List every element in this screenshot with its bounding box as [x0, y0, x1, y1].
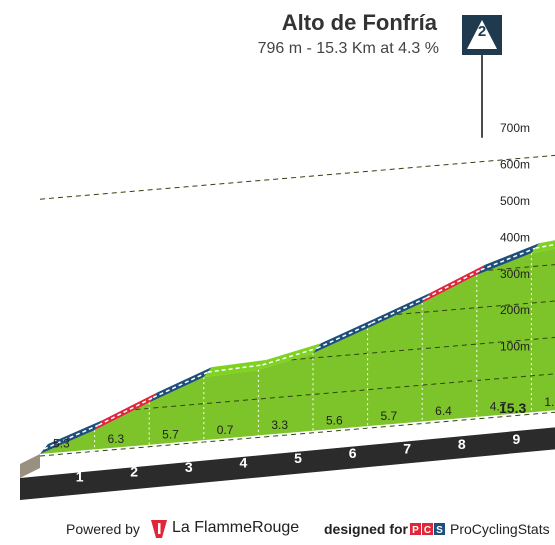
segment-centerline	[535, 243, 555, 249]
segment-centerline	[371, 297, 427, 324]
elevation-profile-chart: 100m 200m 300m 400m 500m 600m 700m 15.3 1 2 3 4 5 6 7 8…	[20, 55, 555, 500]
flamme-rouge-logo-icon	[151, 520, 167, 538]
profile-side-wall	[20, 454, 40, 500]
segment-centerline	[98, 396, 154, 426]
segment-centerline	[152, 371, 209, 399]
gradient-data-label: 5.7	[162, 427, 179, 441]
x-tick-label: 3	[185, 459, 193, 475]
segment-centerline	[43, 424, 99, 450]
base-gridline	[39, 411, 555, 457]
flamme-rouge-name: La FlammeRouge	[172, 519, 300, 536]
triangle-icon	[467, 20, 497, 49]
svg-text:S: S	[436, 525, 443, 535]
svg-text:P: P	[412, 525, 419, 535]
procyclingstats-name: ProCyclingStats	[450, 521, 550, 537]
x-tick-label: 9	[513, 431, 521, 447]
segment-centerline	[207, 364, 263, 373]
footer: Powered by La FlammeRouge designed for P…	[0, 515, 555, 543]
profile-area	[40, 248, 555, 454]
gradient-data-label: 0.7	[217, 423, 234, 437]
profile-base-band	[20, 427, 555, 500]
y-tick-label: 700m	[500, 121, 530, 135]
y-tick-label: 300m	[500, 267, 530, 281]
x-tick-label: 1	[76, 468, 84, 484]
segment-centerline	[262, 347, 318, 366]
gradient-data-label: 6.3	[108, 432, 125, 446]
designed-for-label: designed for	[324, 521, 409, 537]
y-tick-label: 500m	[500, 194, 530, 208]
gradient-data-label: 1.5	[544, 395, 555, 409]
pcs-logo-icon: P C S	[410, 523, 445, 535]
elevation-gridline	[488, 264, 555, 271]
x-tick-label: 7	[403, 441, 411, 457]
gradient-data-label: 5.7	[381, 409, 398, 423]
total-distance-label: 15.3	[499, 400, 526, 416]
category-number: 2	[477, 23, 487, 40]
segment-centerline	[480, 247, 536, 271]
elevation-gridline	[135, 373, 555, 410]
y-tick-label: 600m	[500, 158, 530, 172]
y-tick-label: 200m	[500, 303, 530, 317]
gradient-segment	[203, 359, 267, 378]
gradient-data-label: 5.6	[326, 413, 343, 427]
gradient-data-label: 4.7	[490, 400, 507, 414]
gradient-data-label: 3.3	[271, 418, 288, 432]
x-tick-label: 6	[349, 445, 357, 461]
segment-centerline	[425, 269, 482, 299]
y-tick-label: 400m	[500, 230, 530, 244]
segment-centerline	[316, 322, 372, 349]
gradient-data-label: 5.3	[53, 437, 70, 451]
x-tick-label: 5	[294, 450, 302, 466]
category-badge: 2	[462, 15, 502, 55]
climb-title: Alto de Fonfría	[281, 10, 437, 35]
y-tick-label: 100m	[500, 340, 530, 354]
elevation-gridline	[39, 154, 555, 200]
gradient-data-label: 6.4	[435, 404, 452, 418]
x-tick-label: 2	[130, 464, 138, 480]
climb-summary: 796 m - 15.3 Km at 4.3 %	[257, 40, 439, 57]
svg-text:C: C	[424, 525, 431, 535]
x-tick-label: 8	[458, 436, 466, 452]
x-tick-label: 4	[240, 454, 248, 470]
powered-by-label: Powered by	[66, 521, 140, 537]
